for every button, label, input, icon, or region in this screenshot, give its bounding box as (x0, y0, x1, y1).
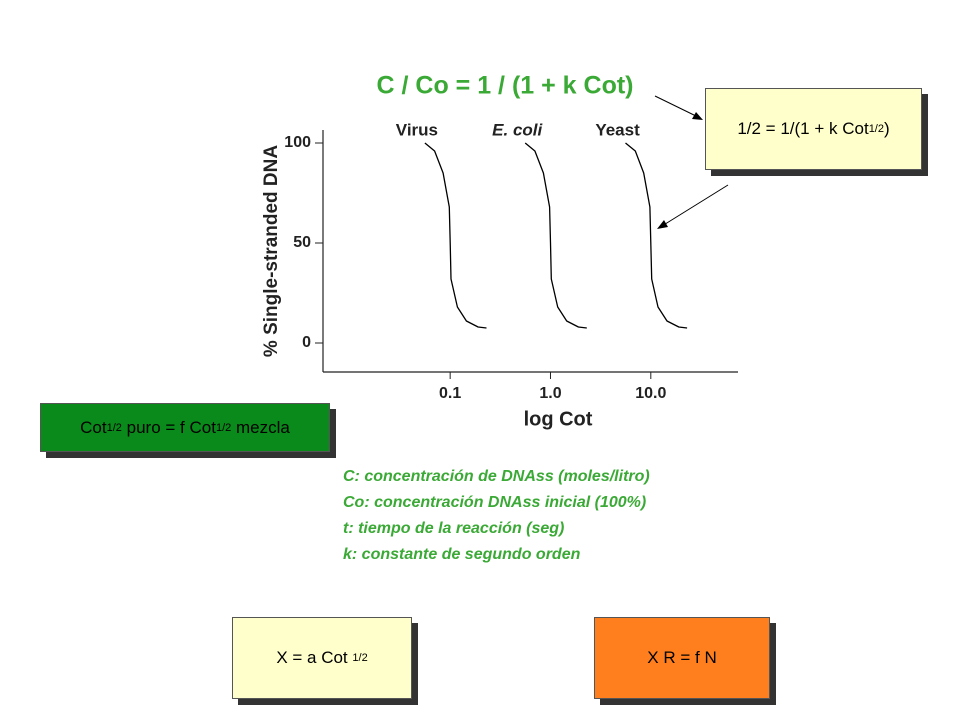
formula-box: X = a Cot 1/2 (232, 617, 412, 699)
formula-text: X = a Cot (276, 648, 353, 667)
subscript: 1/2 (106, 421, 122, 434)
formula-box: X R = f N (594, 617, 770, 699)
formula-text: 1/2 = 1/(1 + k Cot (737, 119, 869, 138)
curve (524, 142, 587, 329)
arrow (661, 184, 729, 227)
subscript: 1/2 (215, 421, 232, 434)
x-tick-label: 1.0 (539, 385, 561, 402)
note: C: concentración de DNAss (moles/litro) (343, 468, 650, 485)
arrow (654, 95, 699, 118)
note: Co: concentración DNAss inicial (100%) (343, 494, 646, 511)
subscript: 1/2 (352, 652, 368, 664)
y-tick-label: 100 (284, 134, 311, 151)
y-tick-label: 50 (293, 234, 311, 251)
curve (625, 142, 688, 329)
arrow-head (657, 220, 668, 229)
formula-text: puro = f Cot (121, 417, 216, 437)
formula-box: Cot 1/2 puro = f Cot 1/2 mezcla (40, 403, 330, 452)
formula-box: 1/2 = 1/(1 + k Cot 1/2) (705, 88, 922, 170)
series-label: Yeast (595, 120, 640, 139)
series-label: Virus (396, 120, 438, 139)
x-tick-label: 0.1 (439, 385, 461, 402)
subscript: 1/2 (868, 123, 884, 135)
note: t: tiempo de la reacción (seg) (343, 520, 564, 537)
formula-text: mezcla (231, 417, 290, 437)
formula-text: Cot (80, 417, 107, 437)
y-axis-label: % Single-stranded DNA (261, 145, 282, 357)
formula-text: X R = f N (647, 648, 717, 667)
notes: C: concentración de DNAss (moles/litro) C… (343, 468, 650, 563)
x-axis-label: log Cot (524, 408, 593, 430)
curve (424, 142, 487, 329)
y-tick-label: 0 (302, 334, 311, 351)
arrow-head (692, 112, 703, 120)
formula-text: ) (883, 119, 890, 138)
note: k: constante de segundo orden (343, 546, 581, 563)
chart-title: C / Co = 1 / (1 + k Cot) (377, 72, 634, 100)
series-label: E. coli (492, 120, 543, 139)
x-tick-label: 10.0 (635, 385, 666, 402)
